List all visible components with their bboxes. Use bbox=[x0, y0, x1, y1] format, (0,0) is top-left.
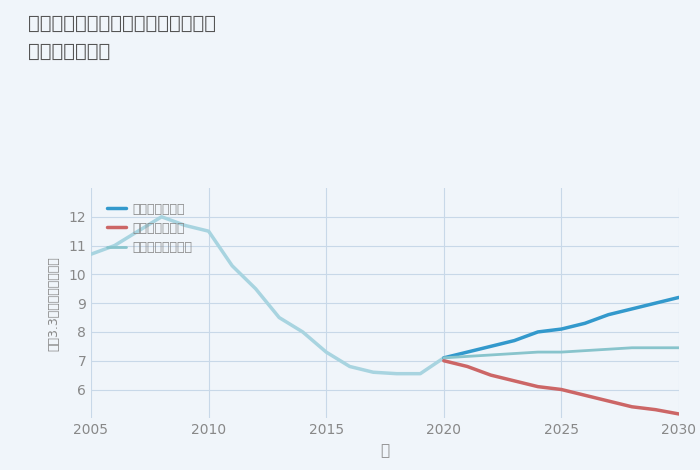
バッドシナリオ bbox=[651, 407, 659, 413]
バッドシナリオ bbox=[628, 404, 636, 409]
Line: グッドシナリオ: グッドシナリオ bbox=[444, 298, 679, 358]
バッドシナリオ bbox=[533, 384, 542, 390]
グッドシナリオ bbox=[675, 295, 683, 300]
Line: ノーマルシナリオ: ノーマルシナリオ bbox=[444, 348, 679, 358]
ノーマルシナリオ bbox=[581, 348, 589, 353]
Y-axis label: 坪（3.3㎡）単価（万円）: 坪（3.3㎡）単価（万円） bbox=[47, 256, 60, 351]
グッドシナリオ bbox=[463, 349, 472, 355]
ノーマルシナリオ bbox=[533, 349, 542, 355]
グッドシナリオ bbox=[557, 326, 566, 332]
グッドシナリオ bbox=[486, 344, 495, 349]
グッドシナリオ bbox=[581, 321, 589, 326]
バッドシナリオ bbox=[463, 364, 472, 369]
グッドシナリオ bbox=[440, 355, 448, 360]
X-axis label: 年: 年 bbox=[380, 443, 390, 458]
グッドシナリオ bbox=[628, 306, 636, 312]
ノーマルシナリオ bbox=[651, 345, 659, 351]
バッドシナリオ bbox=[557, 387, 566, 392]
バッドシナリオ bbox=[604, 398, 612, 404]
グッドシナリオ bbox=[510, 338, 519, 344]
Line: バッドシナリオ: バッドシナリオ bbox=[444, 361, 679, 414]
バッドシナリオ bbox=[510, 378, 519, 384]
Text: 三重県いなべ市藤原町志礼石新田の
土地の価格推移: 三重県いなべ市藤原町志礼石新田の 土地の価格推移 bbox=[28, 14, 216, 61]
ノーマルシナリオ bbox=[510, 351, 519, 356]
ノーマルシナリオ bbox=[557, 349, 566, 355]
ノーマルシナリオ bbox=[463, 353, 472, 359]
グッドシナリオ bbox=[533, 329, 542, 335]
ノーマルシナリオ bbox=[486, 352, 495, 358]
Legend: グッドシナリオ, バッドシナリオ, ノーマルシナリオ: グッドシナリオ, バッドシナリオ, ノーマルシナリオ bbox=[103, 199, 195, 258]
ノーマルシナリオ bbox=[604, 346, 612, 352]
ノーマルシナリオ bbox=[675, 345, 683, 351]
バッドシナリオ bbox=[486, 372, 495, 378]
ノーマルシナリオ bbox=[628, 345, 636, 351]
ノーマルシナリオ bbox=[440, 355, 448, 360]
バッドシナリオ bbox=[581, 392, 589, 398]
グッドシナリオ bbox=[604, 312, 612, 318]
バッドシナリオ bbox=[440, 358, 448, 364]
グッドシナリオ bbox=[651, 300, 659, 306]
バッドシナリオ bbox=[675, 411, 683, 417]
